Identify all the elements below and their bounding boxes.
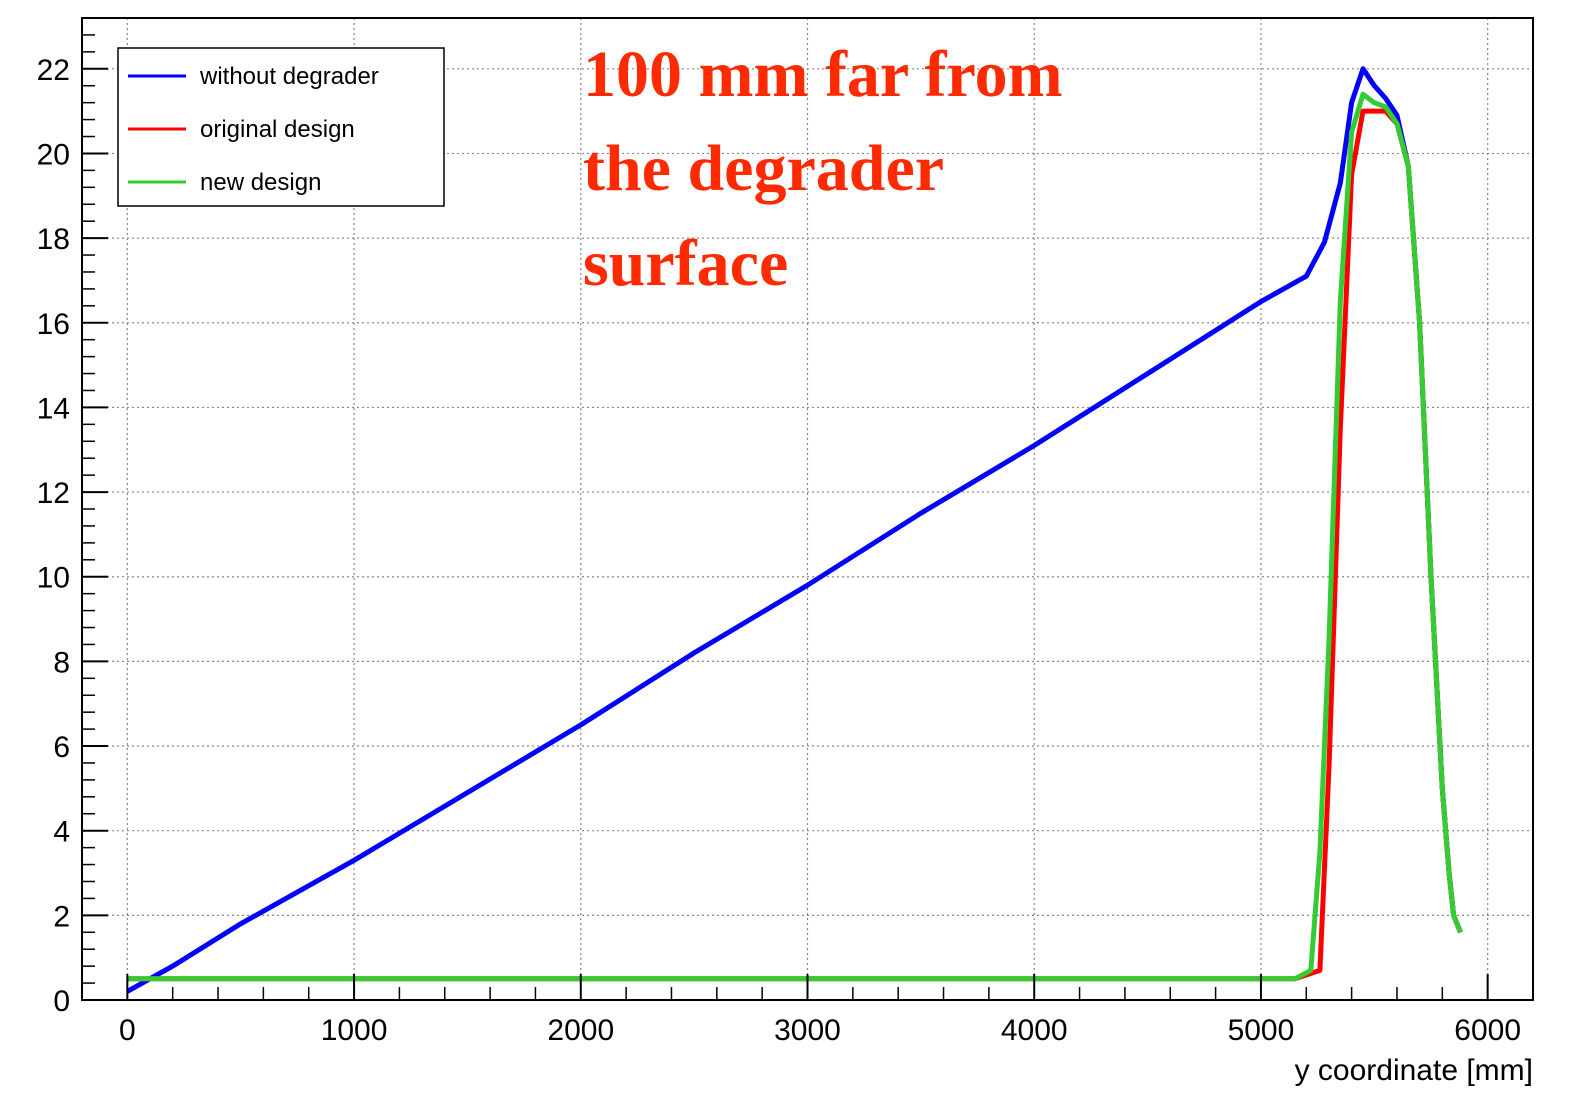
y-tick-label: 16 bbox=[37, 308, 70, 341]
y-tick-label: 20 bbox=[37, 138, 70, 171]
axis-ticks: 0 1000 2000 3000 4000 5000 6000 0 2 4 6 8 10 12 14 16 18… bbox=[37, 17, 1534, 1047]
legend-box bbox=[117, 47, 445, 207]
y-tick-label: 8 bbox=[53, 646, 70, 679]
annotation-line-1: 100 mm far from bbox=[583, 38, 1063, 111]
y-tick-label: 18 bbox=[37, 223, 70, 256]
x-axis-label: y coordinate [mm] bbox=[1295, 1054, 1533, 1087]
annotation-line-3: surface bbox=[583, 227, 788, 300]
y-tick-label: 22 bbox=[37, 54, 70, 87]
y-tick-label: 2 bbox=[53, 900, 70, 933]
y-tick-label: 6 bbox=[53, 731, 70, 764]
x-tick-label: 0 bbox=[119, 1014, 136, 1047]
y-tick-label: 0 bbox=[53, 985, 70, 1018]
x-tick-label: 5000 bbox=[1228, 1014, 1295, 1047]
annotation-line-2: the degrader bbox=[583, 132, 944, 205]
series-lines bbox=[126, 66, 1463, 994]
y-tick-label: 14 bbox=[37, 392, 70, 425]
legend-label: without degrader bbox=[199, 63, 379, 90]
y-tick-label: 12 bbox=[37, 477, 70, 510]
y-tick-label: 10 bbox=[37, 562, 70, 595]
y-tick-label: 4 bbox=[53, 816, 70, 849]
x-tick-label: 1000 bbox=[321, 1014, 388, 1047]
series-line-new-design bbox=[127, 91, 1463, 982]
x-tick-label: 4000 bbox=[1001, 1014, 1068, 1047]
legend-label: new design bbox=[200, 169, 321, 196]
x-tick-label: 6000 bbox=[1454, 1014, 1521, 1047]
legend-label: original design bbox=[200, 116, 355, 143]
legend: without degrader original design new desig… bbox=[117, 47, 445, 207]
x-tick-label: 3000 bbox=[774, 1014, 841, 1047]
x-tick-label: 2000 bbox=[547, 1014, 614, 1047]
